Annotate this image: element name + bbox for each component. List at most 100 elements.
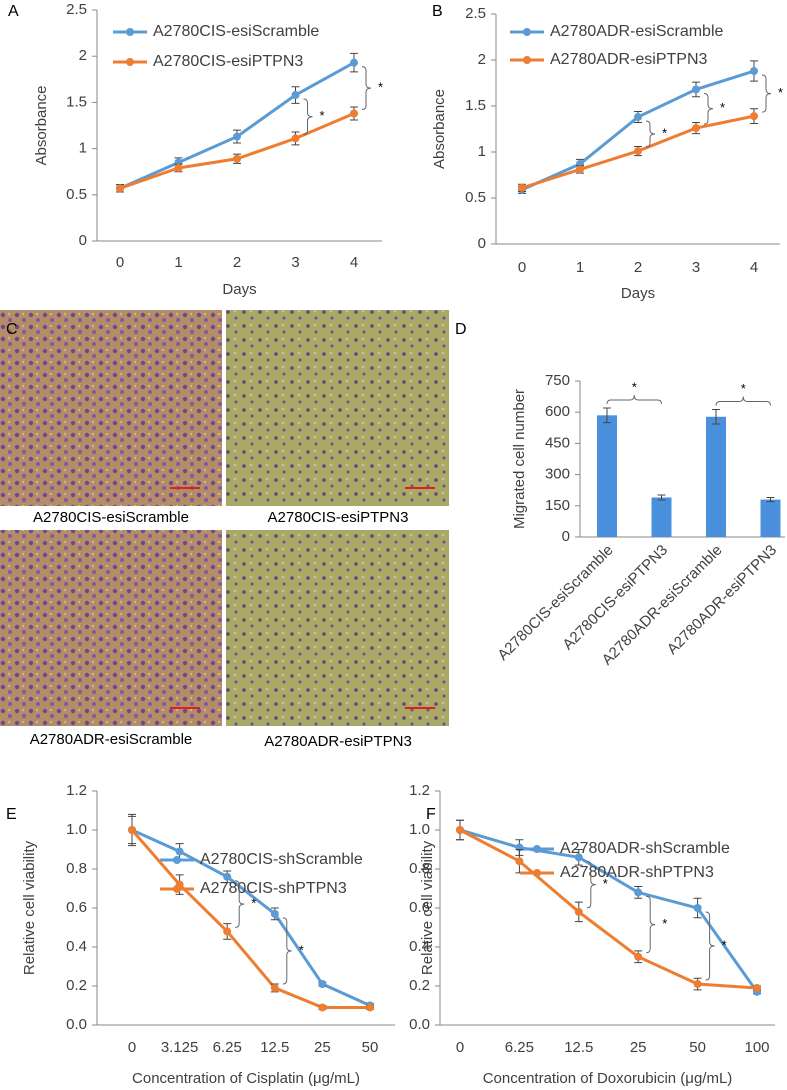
x-tick-label: 6.25 <box>213 1039 242 1056</box>
significance-bracket <box>715 396 771 406</box>
y-axis-label: Migrated cell number <box>511 389 528 529</box>
series-line <box>459 828 758 990</box>
legend-marker <box>173 856 181 864</box>
data-point <box>634 952 643 961</box>
data-point <box>233 154 241 163</box>
y-axis-label: Relative cell viability <box>419 840 436 975</box>
data-point <box>750 112 758 121</box>
y-tick-label: 0.2 <box>66 977 87 994</box>
x-axis-label: Days <box>222 281 256 298</box>
data-point <box>634 888 643 897</box>
significance-bracket <box>705 911 715 981</box>
y-tick-label: 2.5 <box>66 1 87 18</box>
significance-bracket <box>703 92 714 125</box>
data-point <box>175 847 184 856</box>
y-tick-label: 0.6 <box>66 899 87 916</box>
data-point <box>574 853 583 862</box>
x-tick-label: 50 <box>362 1039 379 1056</box>
data-point <box>291 134 300 143</box>
y-tick-label: 0.0 <box>409 1016 430 1033</box>
data-point <box>576 165 584 174</box>
legend-marker <box>533 869 541 877</box>
y-tick-label: 2 <box>79 47 87 64</box>
error-bar <box>766 496 775 503</box>
significance-bracket <box>645 120 656 148</box>
y-tick-label: 300 <box>545 466 570 483</box>
y-tick-label: 2 <box>478 51 486 68</box>
data-point <box>634 147 642 156</box>
significance-bracket <box>646 895 656 954</box>
x-tick-label: 2 <box>634 259 642 276</box>
y-tick-label: 0 <box>562 528 570 545</box>
legend-marker <box>533 845 541 853</box>
y-tick-label: 1.0 <box>409 821 430 838</box>
y-tick-label: 0 <box>478 235 486 252</box>
panel-label: C <box>6 321 18 338</box>
series-line <box>119 61 355 190</box>
data-point <box>692 85 700 94</box>
x-tick-label: 1 <box>576 259 584 276</box>
y-tick-label: 0.8 <box>66 860 87 877</box>
panel-label: B <box>432 3 443 20</box>
legend-label: A2780CIS-shPTPN3 <box>200 880 347 897</box>
micrograph <box>0 310 222 506</box>
data-point <box>291 91 300 100</box>
y-tick-label: 0 <box>79 232 87 249</box>
data-point <box>750 67 758 76</box>
series-line <box>131 828 371 1007</box>
data-point <box>456 826 464 834</box>
legend-marker <box>173 885 181 893</box>
image-caption: A2780CIS-esiScramble <box>33 509 189 526</box>
data-point <box>366 1003 374 1012</box>
data-point <box>693 980 702 989</box>
legend-label: A2780CIS-esiScramble <box>153 23 319 40</box>
series-line <box>459 828 759 993</box>
data-point <box>116 184 124 193</box>
data-point <box>174 164 183 173</box>
legend-label: A2780ADR-esiScramble <box>550 23 724 40</box>
x-tick-label: 0 <box>116 254 124 271</box>
y-tick-label: 0.0 <box>66 1016 87 1033</box>
data-point <box>692 124 700 133</box>
significance-mark: * <box>378 80 383 95</box>
x-tick-label: 1 <box>174 254 182 271</box>
significance-bracket <box>606 395 662 405</box>
micrograph <box>226 310 449 506</box>
x-axis-label: Concentration of Doxorubicin (μg/mL) <box>483 1070 733 1087</box>
data-point <box>350 58 358 67</box>
y-tick-label: 150 <box>545 497 570 514</box>
y-tick-label: 1 <box>79 140 87 157</box>
image-caption: A2780ADR-esiScramble <box>30 731 193 748</box>
legend-marker <box>126 28 134 36</box>
y-tick-label: 0.4 <box>66 938 87 955</box>
significance-mark: * <box>778 85 783 100</box>
data-point <box>753 983 761 992</box>
y-tick-label: 0.5 <box>465 189 486 206</box>
data-point <box>270 983 279 992</box>
x-tick-label: 2 <box>233 254 241 271</box>
data-point <box>634 113 642 122</box>
significance-bracket <box>361 66 372 110</box>
significance-mark: * <box>722 937 727 952</box>
series-line <box>521 69 755 192</box>
data-point <box>223 927 232 936</box>
x-tick-label: 3 <box>692 259 700 276</box>
x-tick-label: 4 <box>350 254 358 271</box>
significance-mark: * <box>320 108 325 123</box>
legend-label: A2780ADR-esiPTPN3 <box>550 51 708 68</box>
data-point <box>233 132 241 141</box>
series-line <box>130 829 370 1009</box>
micrograph <box>226 530 449 726</box>
image-panel: C A2780CIS-esiScramble A2780CIS-esiPTPN3… <box>0 310 449 750</box>
significance-mark: * <box>603 876 608 891</box>
legend-marker <box>126 58 134 66</box>
significance-mark: * <box>662 916 667 931</box>
y-tick-label: 1.2 <box>409 782 430 799</box>
y-tick-label: 1.5 <box>465 97 486 114</box>
y-tick-label: 1 <box>478 143 486 160</box>
panel-label: F <box>426 806 436 823</box>
x-tick-label: 6.25 <box>505 1039 534 1056</box>
micrograph <box>0 530 222 726</box>
data-point <box>350 109 358 118</box>
